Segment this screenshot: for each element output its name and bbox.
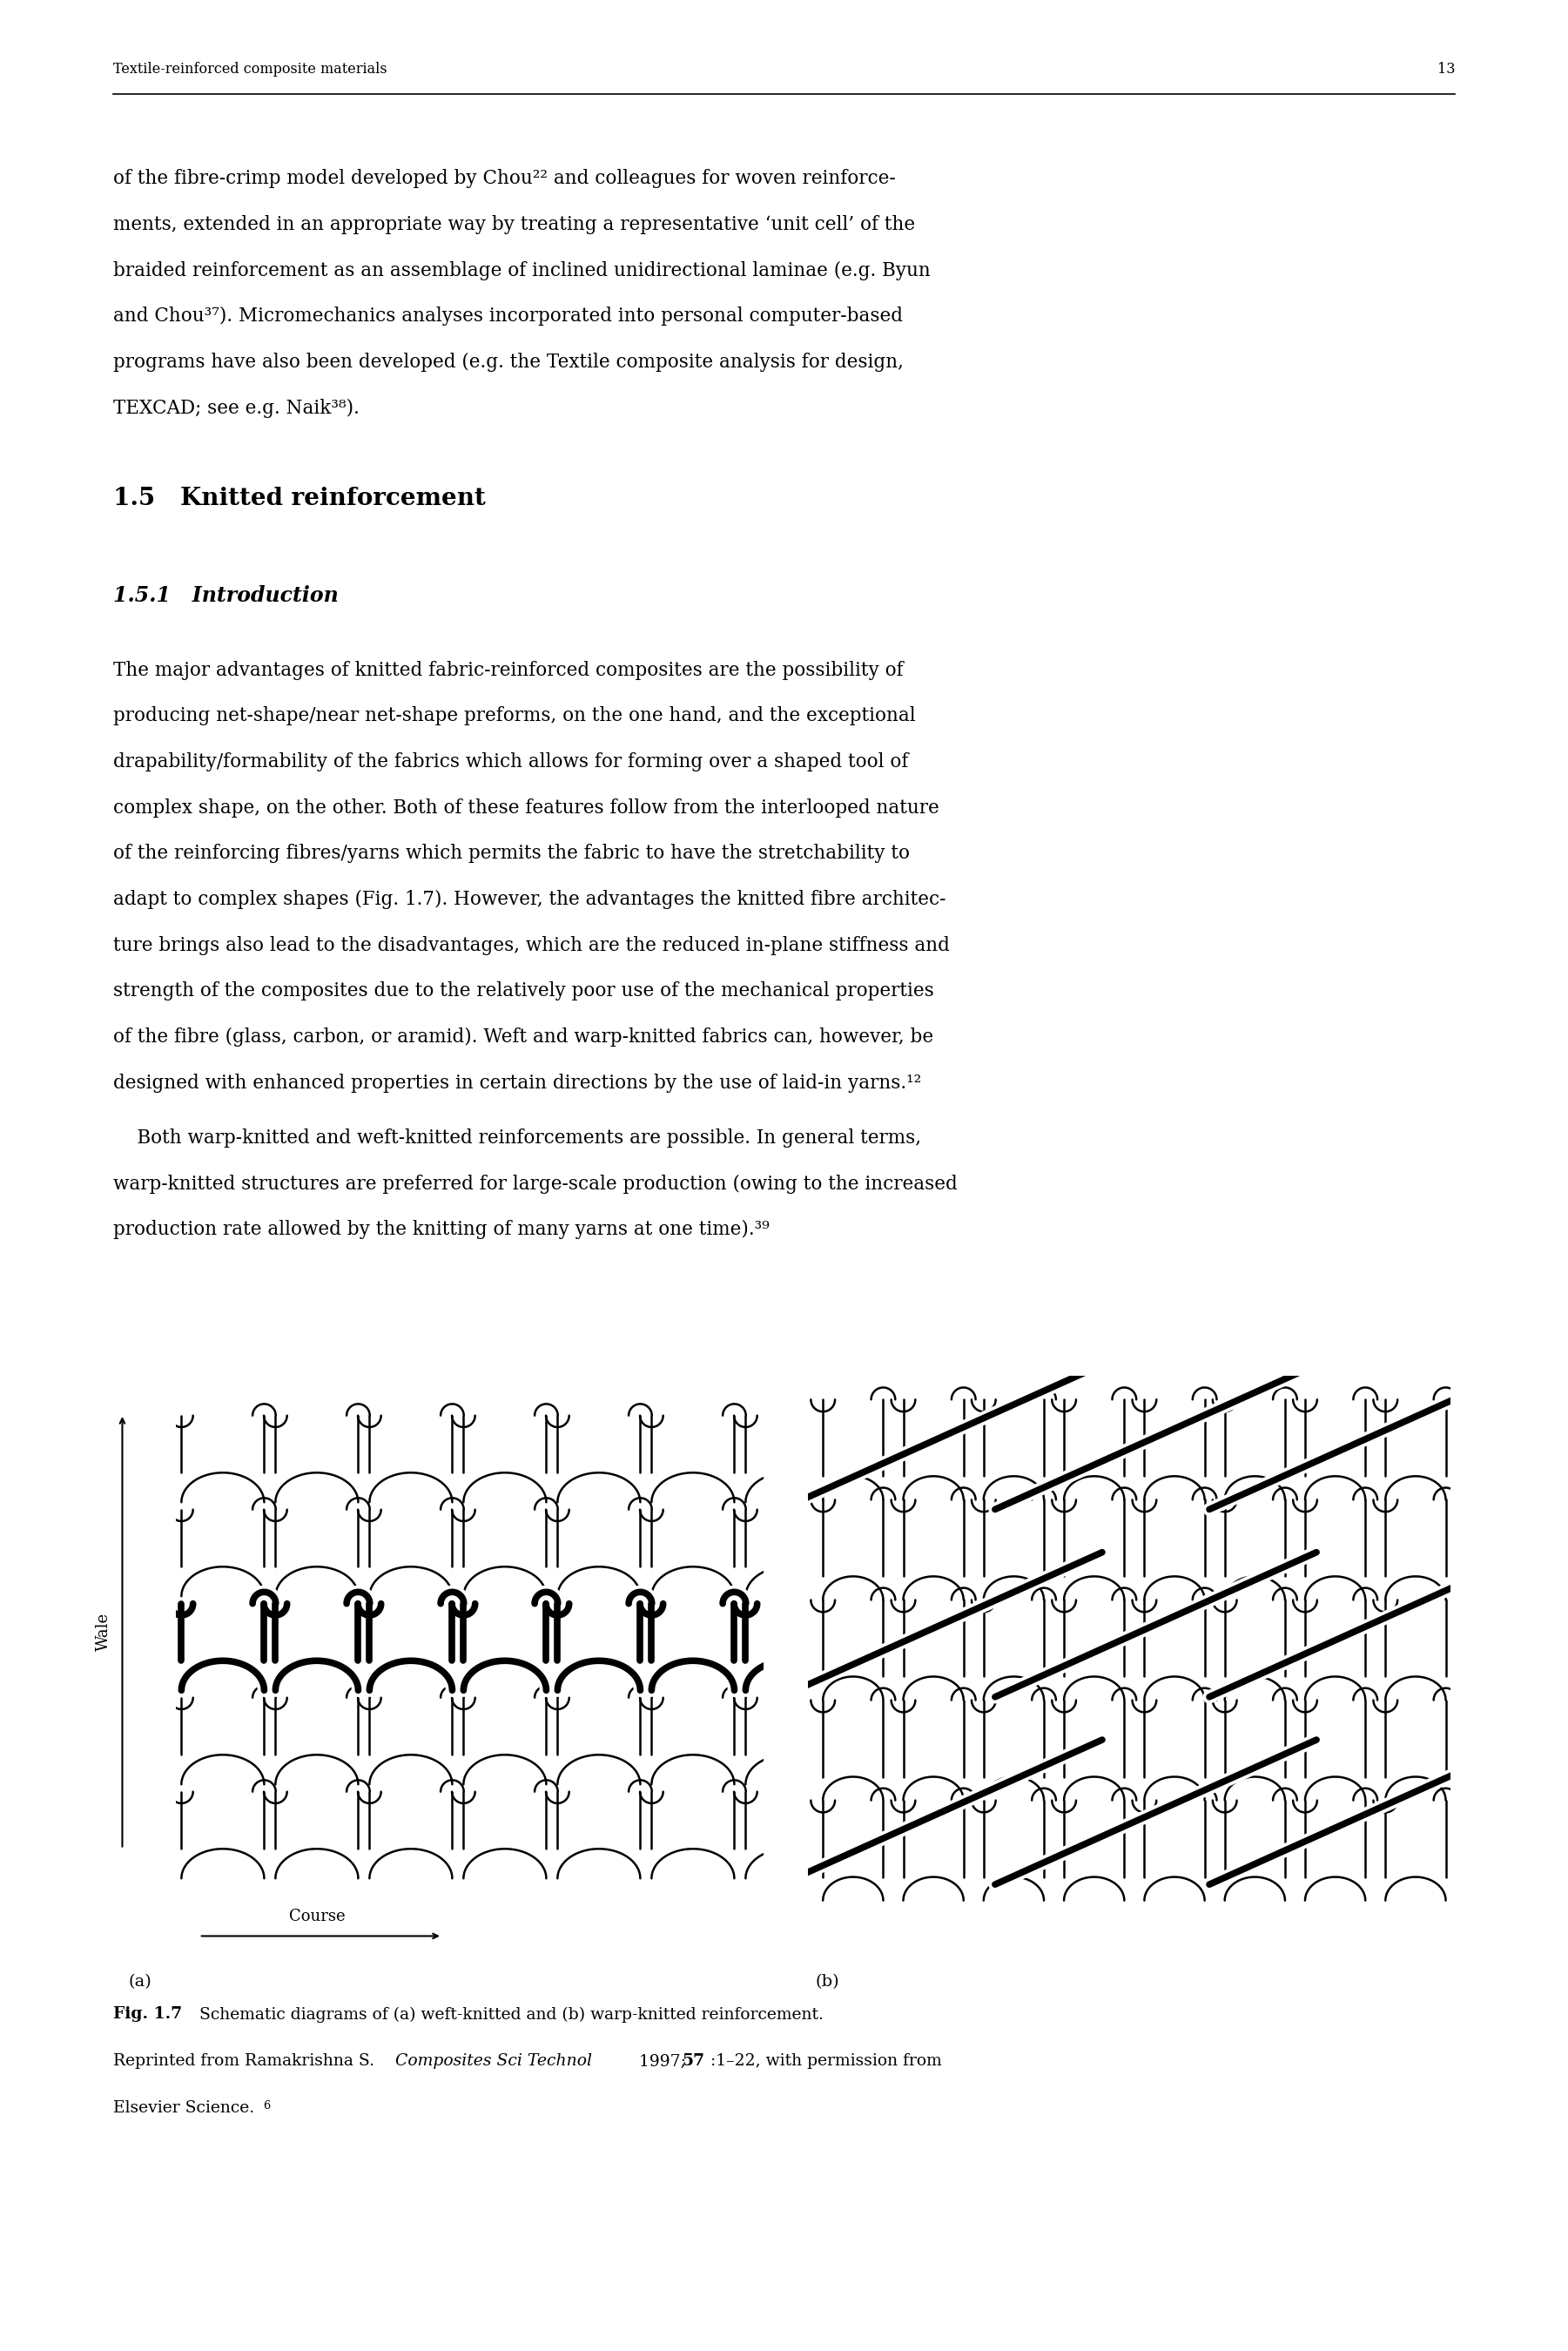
Text: (a): (a)	[129, 1972, 152, 1989]
Text: Both warp-knitted and weft-knitted reinforcements are possible. In general terms: Both warp-knitted and weft-knitted reinf…	[113, 1128, 920, 1147]
Text: ments, extended in an appropriate way by treating a representative ‘unit cell’ o: ments, extended in an appropriate way by…	[113, 214, 914, 235]
Text: Fig. 1.7: Fig. 1.7	[113, 2005, 182, 2022]
Text: Textile-reinforced composite materials: Textile-reinforced composite materials	[113, 61, 387, 78]
Text: complex shape, on the other. Both of these features follow from the interlooped : complex shape, on the other. Both of the…	[113, 797, 939, 818]
Text: strength of the composites due to the relatively poor use of the mechanical prop: strength of the composites due to the re…	[113, 980, 933, 1002]
Text: and Chou³⁷). Micromechanics analyses incorporated into personal computer-based: and Chou³⁷). Micromechanics analyses inc…	[113, 306, 903, 327]
Text: of the reinforcing fibres/yarns which permits the fabric to have the stretchabil: of the reinforcing fibres/yarns which pe…	[113, 844, 909, 863]
Text: braided reinforcement as an assemblage of inclined unidirectional laminae (e.g. : braided reinforcement as an assemblage o…	[113, 261, 930, 280]
Text: Schematic diagrams of (a) weft-knitted and (b) warp-knitted reinforcement.: Schematic diagrams of (a) weft-knitted a…	[194, 2005, 823, 2022]
Text: The major advantages of knitted fabric-reinforced composites are the possibility: The major advantages of knitted fabric-r…	[113, 661, 903, 679]
Text: 57: 57	[682, 2052, 704, 2069]
Text: adapt to complex shapes (Fig. 1.7). However, the advantages the knitted fibre ar: adapt to complex shapes (Fig. 1.7). Howe…	[113, 889, 946, 910]
Text: ture brings also lead to the disadvantages, which are the reduced in-plane stiff: ture brings also lead to the disadvantag…	[113, 936, 950, 955]
Text: programs have also been developed (e.g. the Textile composite analysis for desig: programs have also been developed (e.g. …	[113, 353, 903, 371]
Text: Reprinted from Ramakrishna S.: Reprinted from Ramakrishna S.	[113, 2052, 379, 2069]
Text: designed with enhanced properties in certain directions by the use of laid-in ya: designed with enhanced properties in cer…	[113, 1072, 920, 1093]
Text: of the fibre-crimp model developed by Chou²² and colleagues for woven reinforce-: of the fibre-crimp model developed by Ch…	[113, 169, 895, 188]
Text: 1.5   Knitted reinforcement: 1.5 Knitted reinforcement	[113, 487, 486, 510]
Text: 1997;: 1997;	[633, 2052, 685, 2069]
Text: producing net-shape/near net-shape preforms, on the one hand, and the exceptiona: producing net-shape/near net-shape prefo…	[113, 705, 916, 726]
Text: warp-knitted structures are preferred for large-scale production (owing to the i: warp-knitted structures are preferred fo…	[113, 1173, 956, 1194]
Text: Wale: Wale	[96, 1613, 111, 1650]
Text: TEXCAD; see e.g. Naik³⁸).: TEXCAD; see e.g. Naik³⁸).	[113, 397, 359, 418]
Text: :1–22, with permission from: :1–22, with permission from	[710, 2052, 942, 2069]
Text: 6: 6	[263, 2099, 271, 2111]
Text: 13: 13	[1438, 61, 1455, 78]
Text: (b): (b)	[815, 1972, 839, 1989]
Text: production rate allowed by the knitting of many yarns at one time).³⁹: production rate allowed by the knitting …	[113, 1220, 770, 1239]
Text: drapability/formability of the fabrics which allows for forming over a shaped to: drapability/formability of the fabrics w…	[113, 752, 908, 771]
Text: of the fibre (glass, carbon, or aramid). Weft and warp-knitted fabrics can, howe: of the fibre (glass, carbon, or aramid).…	[113, 1027, 933, 1046]
Text: Elsevier Science.: Elsevier Science.	[113, 2099, 254, 2116]
Text: Composites Sci Technol: Composites Sci Technol	[395, 2052, 591, 2069]
Text: Course: Course	[289, 1909, 345, 1923]
Text: 1.5.1   Introduction: 1.5.1 Introduction	[113, 585, 339, 607]
